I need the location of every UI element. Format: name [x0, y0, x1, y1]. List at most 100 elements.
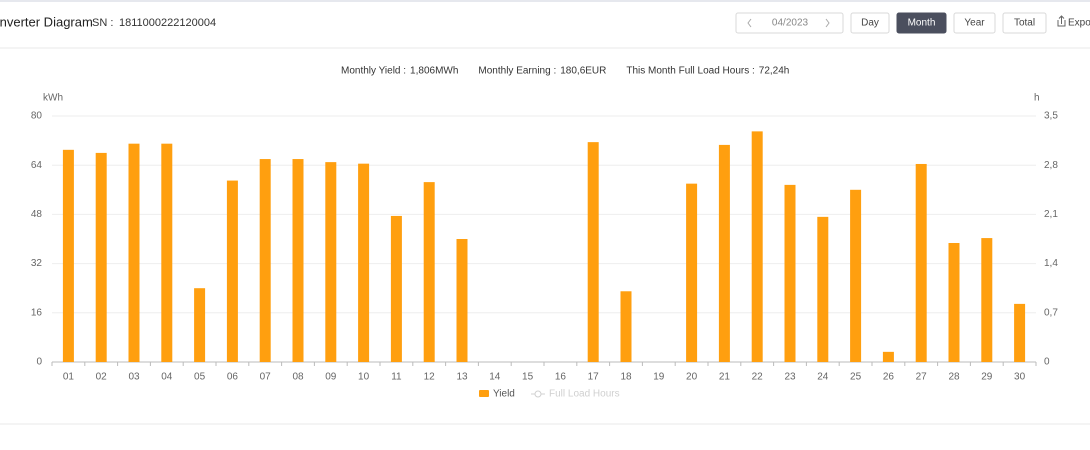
y2-tick-label: 3,5	[1044, 111, 1058, 122]
x-tick-label: 22	[752, 372, 764, 383]
button-label[interactable]: Total	[1014, 18, 1035, 29]
button-label[interactable]: Year	[964, 18, 985, 29]
bar	[948, 242, 960, 362]
x-tick-label: 03	[128, 372, 140, 383]
bar	[1014, 303, 1026, 362]
bar	[915, 163, 927, 362]
x-tick-label: 15	[522, 372, 534, 383]
bar	[325, 162, 337, 362]
y-tick-label: 64	[31, 160, 43, 171]
date: 04/2023	[772, 18, 809, 29]
x-tick-label: 06	[227, 372, 239, 383]
date-picker[interactable]: 04/2023	[735, 12, 844, 34]
bar	[95, 152, 107, 362]
export-label[interactable]: Export	[1068, 18, 1090, 29]
button[interactable]	[850, 12, 890, 34]
legend-swatch[interactable]	[534, 390, 542, 398]
x-tick-label: 14	[489, 372, 501, 383]
x-tick-label: 24	[817, 372, 829, 383]
y2-tick-label: 2,1	[1044, 209, 1058, 220]
x-tick-label: 02	[96, 372, 108, 383]
y2-axis-label: h	[1034, 93, 1040, 104]
x-tick-label: 21	[719, 372, 731, 383]
summary-label: Monthly Earning :	[478, 66, 556, 77]
sn: 1811000222120004	[119, 17, 216, 29]
legend-swatch[interactable]	[479, 390, 489, 397]
y-tick-label: 32	[31, 258, 43, 269]
summary-label: Monthly Yield :	[341, 66, 406, 77]
bar	[259, 159, 271, 362]
x-tick-label: 29	[981, 372, 993, 383]
prev[interactable]	[747, 18, 752, 28]
x-tick-label: 10	[358, 372, 370, 383]
export-icon[interactable]	[1057, 15, 1066, 27]
bar	[686, 183, 698, 362]
y-tick-label: 80	[31, 111, 43, 122]
sn-label: SN :	[92, 17, 113, 29]
summary-value: 180,6EUR	[560, 66, 606, 77]
x-tick-label: 23	[784, 372, 796, 383]
bar	[882, 351, 894, 362]
y2-tick-label: 1,4	[1044, 258, 1058, 269]
x-tick-label: 17	[588, 372, 600, 383]
bar	[292, 159, 304, 362]
bar	[423, 182, 435, 362]
y2-tick-label: 0,7	[1044, 307, 1058, 318]
date-box[interactable]	[735, 12, 844, 34]
summary-value: 1,806MWh	[410, 66, 458, 77]
x-tick-label: 27	[916, 372, 928, 383]
x-tick-label: 18	[620, 372, 632, 383]
x-tick-label: 08	[292, 372, 304, 383]
legend-label[interactable]: Full Load Hours	[549, 389, 620, 400]
y-tick-label: 0	[36, 357, 42, 368]
x-tick-label: 01	[63, 372, 75, 383]
button-label[interactable]: Month	[908, 18, 936, 29]
bar	[456, 239, 468, 362]
summary-value: 72,24h	[759, 66, 790, 77]
y-tick-label: 16	[31, 307, 43, 318]
x-tick-label: 09	[325, 372, 337, 383]
button-label[interactable]: Day	[861, 18, 879, 29]
x-tick-label: 28	[948, 372, 960, 383]
bar	[784, 184, 796, 362]
bar	[161, 143, 173, 362]
bar	[981, 238, 993, 362]
bar	[718, 144, 730, 362]
bar	[128, 143, 140, 362]
bar	[194, 288, 206, 362]
x-tick-label: 16	[555, 372, 567, 383]
button[interactable]	[896, 12, 947, 34]
x-tick-label: 25	[850, 372, 862, 383]
summary-label: This Month Full Load Hours :	[626, 66, 754, 77]
y-axis-label: kWh	[43, 93, 63, 104]
bar	[62, 149, 74, 362]
y-tick-label: 48	[31, 209, 43, 220]
x-tick-label: 05	[194, 372, 206, 383]
bar	[226, 180, 238, 362]
button[interactable]	[1002, 12, 1047, 34]
x-tick-label: 13	[456, 372, 468, 383]
bar	[390, 215, 402, 362]
next[interactable]	[825, 18, 830, 28]
bar	[587, 142, 599, 362]
legend-label[interactable]: Yield	[493, 389, 515, 400]
x-tick-label: 20	[686, 372, 698, 383]
x-tick-label: 11	[391, 372, 402, 383]
bar	[358, 163, 370, 362]
y2-tick-label: 2,8	[1044, 160, 1058, 171]
bar	[817, 216, 829, 362]
button[interactable]	[953, 12, 996, 34]
bar	[751, 131, 763, 362]
x-tick-label: 12	[424, 372, 436, 383]
bar	[620, 291, 632, 362]
bar	[850, 189, 862, 362]
export[interactable]: Export	[1057, 15, 1090, 29]
x-tick-label: 26	[883, 372, 895, 383]
x-tick-label: 07	[260, 372, 272, 383]
title: Inverter Diagram	[0, 14, 93, 29]
x-tick-label: 04	[161, 372, 173, 383]
y2-tick-label: 0	[1044, 357, 1050, 368]
x-tick-label: 19	[653, 372, 665, 383]
x-tick-label: 30	[1014, 372, 1026, 383]
